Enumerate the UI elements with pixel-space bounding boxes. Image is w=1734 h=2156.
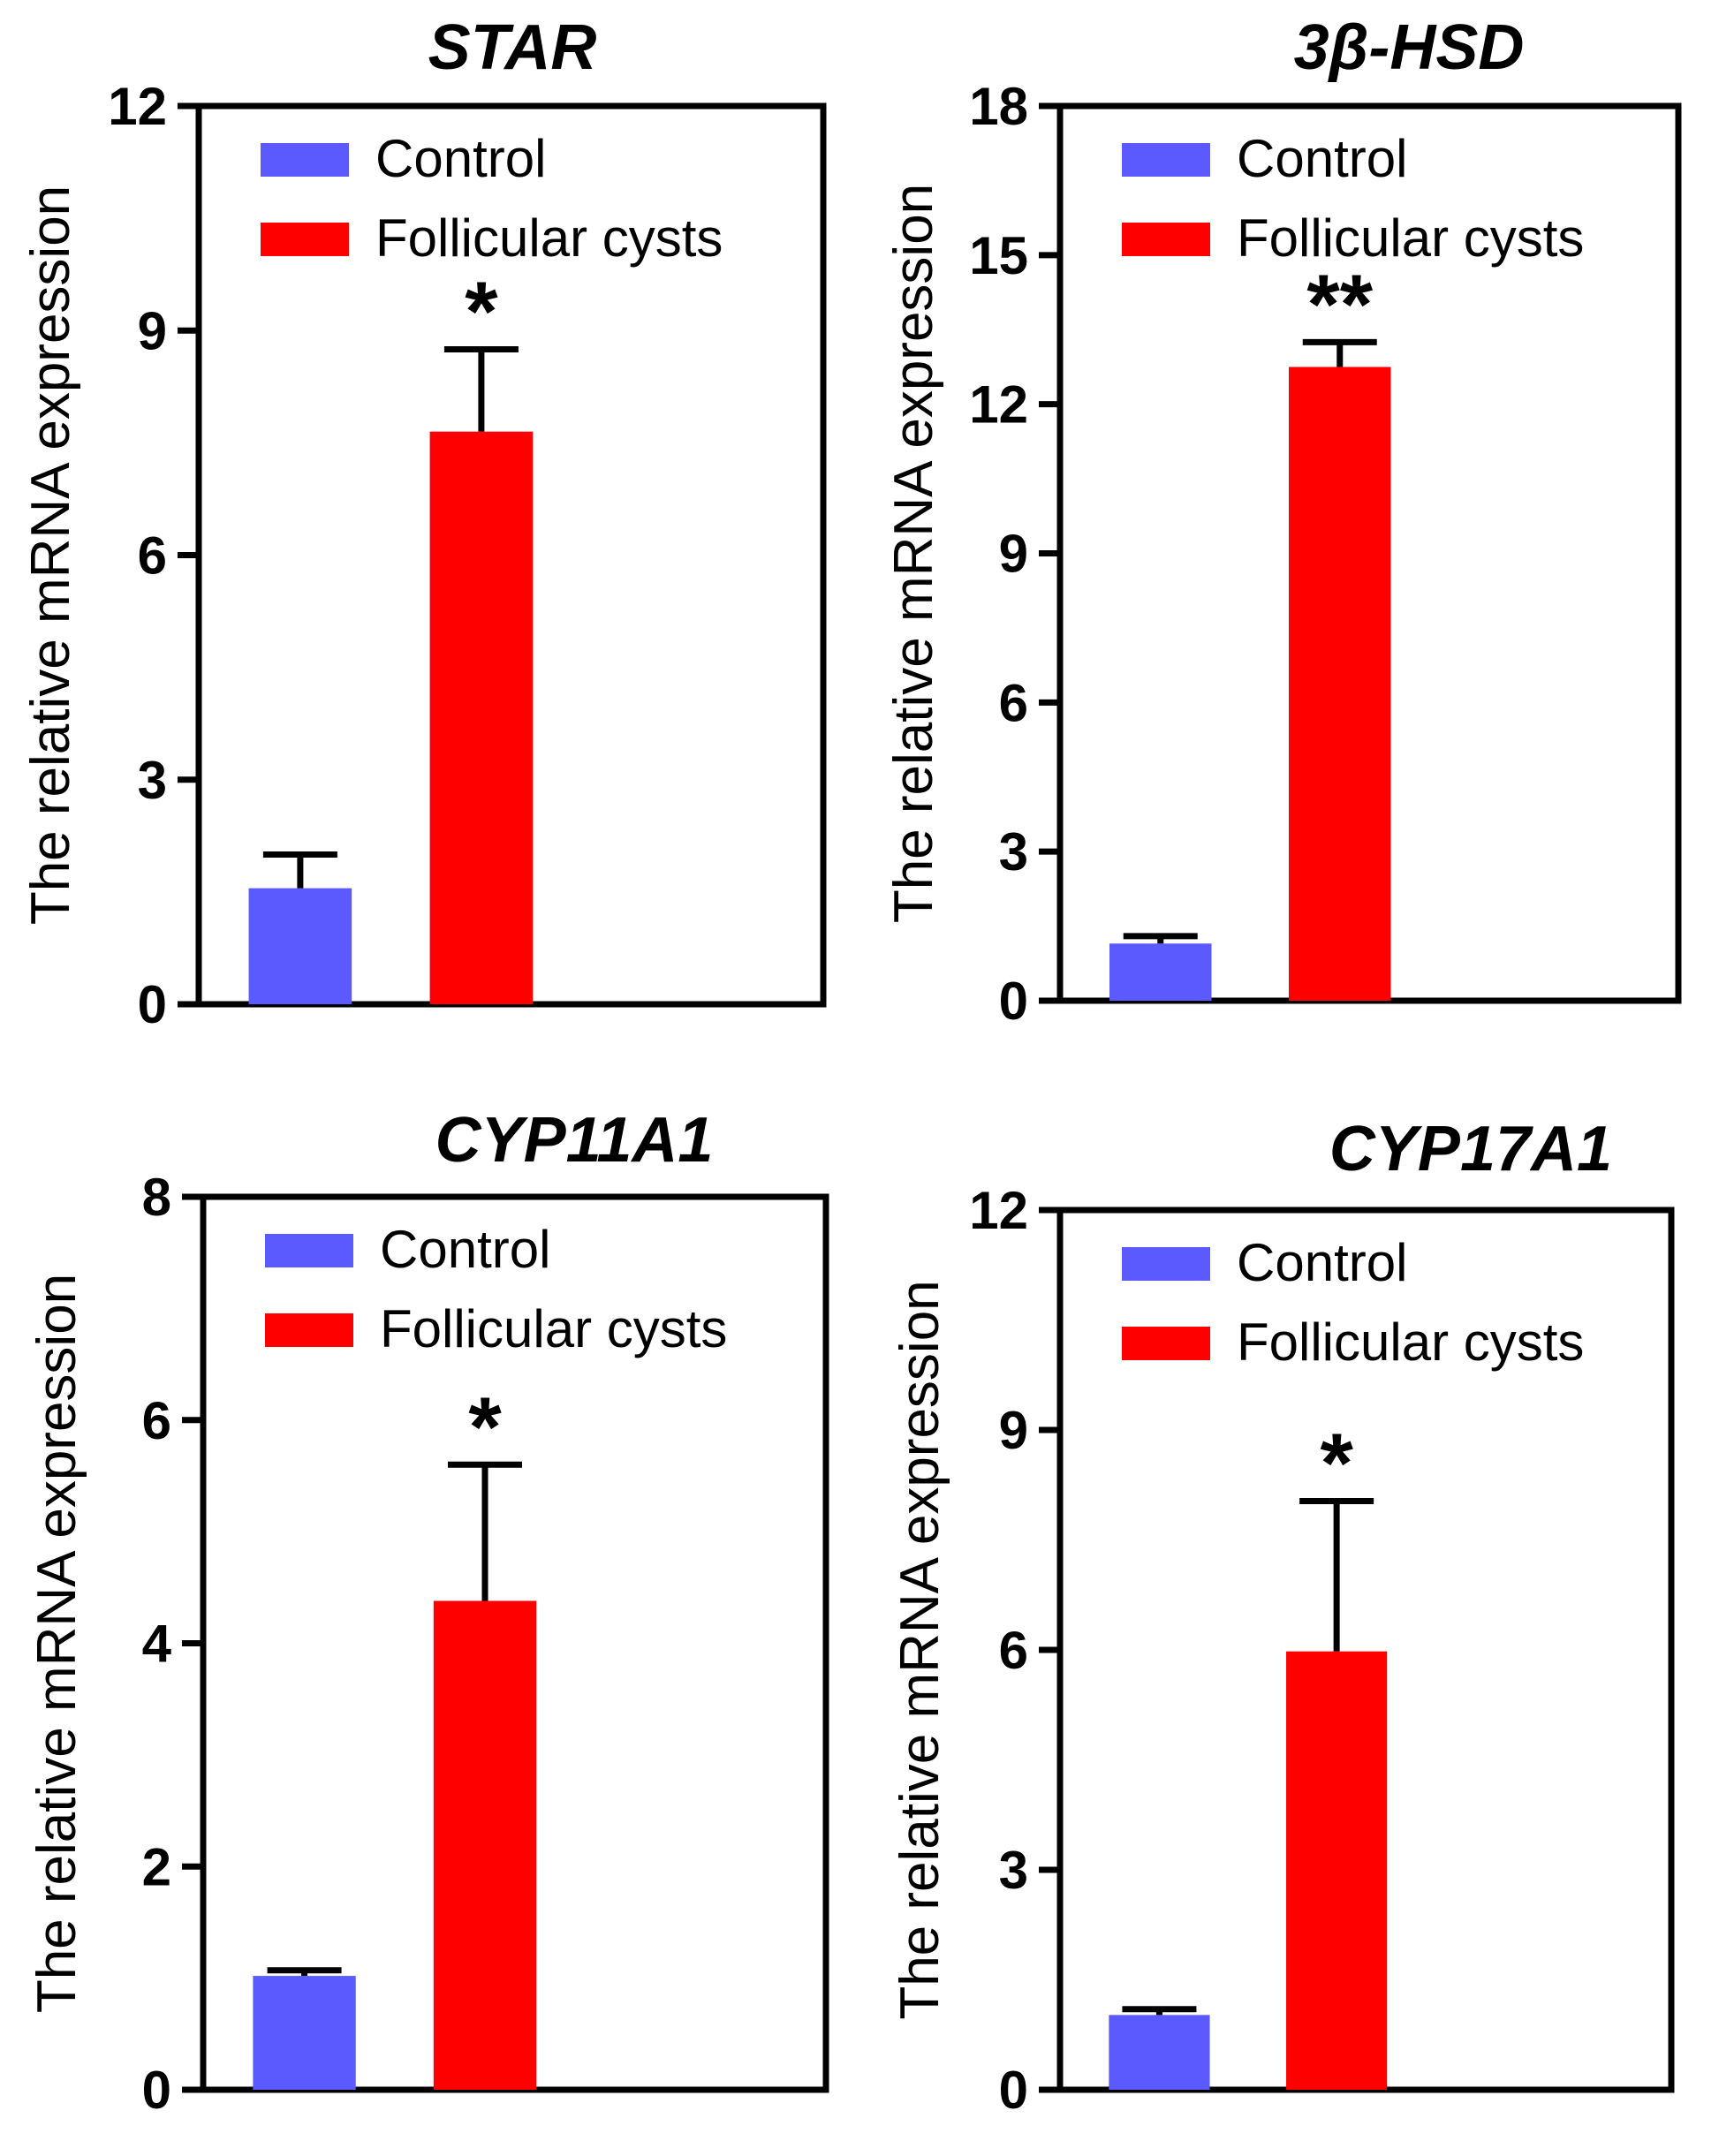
y-tick-label: 15 <box>969 226 1028 285</box>
y-tick-label: 12 <box>969 1181 1028 1240</box>
bar-follicular-cysts <box>1289 367 1391 1001</box>
legend-label: Follicular cysts <box>1237 208 1584 268</box>
y-tick-label: 3 <box>999 1841 1028 1900</box>
y-tick-label: 9 <box>138 301 167 360</box>
legend-swatch-follicular-cysts <box>1122 223 1210 256</box>
legend-label: Control <box>1237 129 1407 188</box>
y-tick-label: 6 <box>138 526 167 586</box>
y-tick-label: 9 <box>999 525 1028 584</box>
significance-marker: * <box>468 1380 502 1474</box>
legend-label: Follicular cysts <box>375 208 723 268</box>
y-tick-label: 6 <box>142 1391 171 1450</box>
y-tick-label: 3 <box>999 822 1028 881</box>
chart-title: STAR <box>428 12 597 83</box>
legend-swatch-control <box>1122 143 1210 177</box>
legend-swatch-control <box>265 1234 353 1267</box>
y-tick-label: 0 <box>138 975 167 1034</box>
y-tick-label: 12 <box>108 77 167 136</box>
y-tick-label: 6 <box>999 1621 1028 1680</box>
legend-label: Control <box>1237 1233 1407 1292</box>
legend-label: Control <box>380 1220 550 1279</box>
y-tick-label: 4 <box>142 1615 172 1674</box>
y-axis-label: The relative mRNA expression <box>20 185 81 925</box>
significance-marker: * <box>1320 1417 1353 1511</box>
y-tick-label: 6 <box>999 673 1028 732</box>
chart-panel-3: CYP17A1 0 3 6 9 12 The relative mRNA expressio… <box>890 1114 1675 2120</box>
legend-swatch-control <box>261 143 349 177</box>
chart-title: CYP11A1 <box>435 1105 714 1176</box>
bar-control <box>253 1976 356 2090</box>
chart-title: 3β-HSD <box>1294 12 1525 83</box>
y-axis-label: The relative mRNA expression <box>27 1274 87 2013</box>
legend-swatch-follicular-cysts <box>261 223 349 256</box>
chart-panel-0: STAR 0 3 6 9 12 The relative mRNA expression * C… <box>20 12 827 1034</box>
y-tick-label: 0 <box>999 972 1028 1031</box>
chart-panel-2: CYP11A1 0 2 4 6 8 The relative mRNA expression… <box>27 1105 829 2120</box>
y-tick-label: 9 <box>999 1401 1028 1460</box>
significance-marker: * <box>465 264 498 359</box>
y-axis-label: The relative mRNA expression <box>883 184 944 923</box>
bar-control <box>1109 2015 1210 2090</box>
legend-swatch-control <box>1122 1247 1210 1281</box>
legend-label: Follicular cysts <box>1237 1313 1584 1372</box>
y-tick-label: 3 <box>138 751 167 810</box>
y-tick-label: 0 <box>999 2061 1028 2120</box>
chart-panel-1: 3β-HSD 0 3 6 9 12 15 18 The relative mRNA expres… <box>883 12 1682 1031</box>
chart-title: CYP17A1 <box>1329 1114 1612 1184</box>
y-tick-label: 2 <box>142 1837 171 1896</box>
bar-control <box>1109 943 1212 1001</box>
legend-swatch-follicular-cysts <box>1122 1327 1210 1360</box>
y-axis-label: The relative mRNA expression <box>890 1280 950 2019</box>
y-tick-label: 0 <box>142 2061 171 2120</box>
significance-marker: ** <box>1306 257 1373 352</box>
bar-follicular-cysts <box>433 1600 537 2090</box>
bar-follicular-cysts <box>1286 1651 1388 2090</box>
legend-swatch-follicular-cysts <box>265 1313 353 1347</box>
legend-label: Follicular cysts <box>380 1299 727 1358</box>
y-tick-label: 8 <box>142 1168 171 1227</box>
bar-control <box>248 888 352 1004</box>
legend-label: Control <box>375 129 546 188</box>
y-tick-label: 18 <box>969 77 1028 136</box>
y-tick-label: 12 <box>969 375 1028 435</box>
bar-follicular-cysts <box>429 431 534 1005</box>
